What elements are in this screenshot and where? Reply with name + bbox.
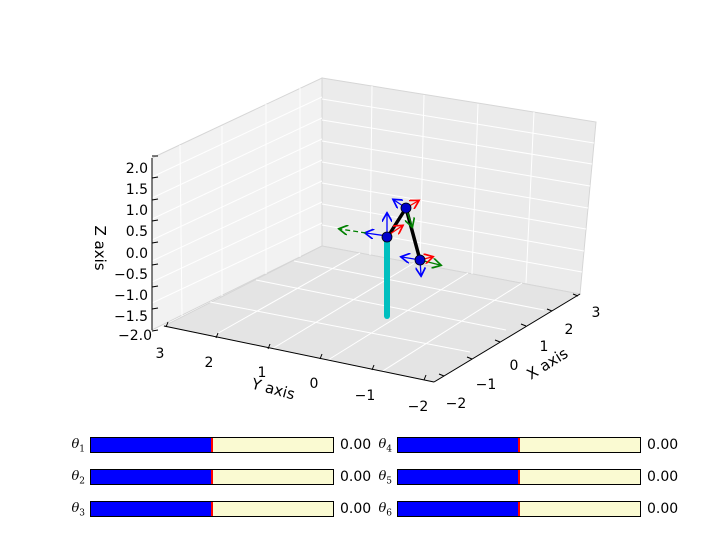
y-tick-label: 1 bbox=[258, 365, 267, 381]
slider-initial-marker bbox=[518, 438, 520, 452]
slider-initial-marker bbox=[518, 502, 520, 516]
y-tick-label: −1 bbox=[355, 388, 376, 404]
x-tick-label: 2 bbox=[565, 322, 574, 338]
y-tick-label: 2 bbox=[205, 355, 214, 371]
y-tick-label: 0 bbox=[310, 376, 319, 392]
z-tick-labels: 2.0 1.5 1.0 0.5 0.0 −0.5 −1.0 −1.5 −2.0 bbox=[114, 161, 152, 344]
slider-fill bbox=[398, 438, 519, 452]
z-tick-label: 1.5 bbox=[126, 182, 148, 198]
slider-value: 0.00 bbox=[647, 501, 679, 517]
y-tick-label: −2 bbox=[408, 399, 429, 415]
y-tick-label: 3 bbox=[156, 346, 165, 362]
x-tick-label: 1 bbox=[540, 339, 549, 355]
slider-initial-marker bbox=[211, 470, 213, 484]
slider-track[interactable] bbox=[397, 469, 641, 485]
slider-label: θ6 bbox=[378, 501, 392, 519]
slider-label: θ1 bbox=[71, 437, 85, 455]
slider-fill bbox=[398, 502, 519, 516]
joint-3 bbox=[400, 202, 412, 214]
joint-2 bbox=[381, 231, 393, 243]
y-tick-labels: 3 2 1 0 −1 −2 bbox=[156, 346, 429, 415]
slider-label: θ4 bbox=[378, 437, 392, 455]
slider-value: 0.00 bbox=[340, 437, 372, 453]
slider-track[interactable] bbox=[90, 501, 334, 517]
z-tick-label: −0.5 bbox=[114, 267, 148, 283]
slider-track[interactable] bbox=[90, 469, 334, 485]
slider-label: θ5 bbox=[378, 469, 392, 487]
slider-initial-marker bbox=[211, 502, 213, 516]
slider-value: 0.00 bbox=[647, 437, 679, 453]
x-tick-label: 3 bbox=[592, 305, 601, 321]
slider-fill bbox=[91, 470, 212, 484]
y-axis-label: Y axis bbox=[249, 375, 297, 404]
x-tick-label: −2 bbox=[446, 396, 467, 412]
slider-track[interactable] bbox=[90, 437, 334, 453]
slider-value: 0.00 bbox=[340, 469, 372, 485]
y-axis-line bbox=[163, 325, 435, 383]
slider-fill bbox=[398, 470, 519, 484]
y-ticks bbox=[165, 321, 427, 381]
z-axis-label: Z axis bbox=[91, 225, 109, 270]
z-tick-label: 0.0 bbox=[126, 246, 148, 262]
z-ticks bbox=[151, 155, 159, 332]
x-tick-label: −1 bbox=[476, 377, 497, 393]
z-tick-label: −1.0 bbox=[114, 288, 148, 304]
slider-value: 0.00 bbox=[647, 469, 679, 485]
x-tick-labels: −2 −1 0 1 2 3 bbox=[446, 305, 601, 412]
slider-fill bbox=[91, 502, 212, 516]
z-tick-label: 1.0 bbox=[126, 203, 148, 219]
x-axis-line bbox=[433, 293, 581, 383]
z-tick-label: −1.5 bbox=[114, 309, 148, 325]
end-effector bbox=[414, 254, 426, 266]
slider-label: θ2 bbox=[71, 469, 85, 487]
z-tick-label: 2.0 bbox=[126, 161, 148, 177]
z-tick-label: −2.0 bbox=[118, 328, 152, 344]
slider-value: 0.00 bbox=[340, 501, 372, 517]
slider-track[interactable] bbox=[397, 501, 641, 517]
slider-label: θ3 bbox=[71, 501, 85, 519]
slider-initial-marker bbox=[211, 438, 213, 452]
slider-fill bbox=[91, 438, 212, 452]
x-ticks bbox=[438, 293, 579, 377]
z-tick-label: 0.5 bbox=[126, 224, 148, 240]
robot-arm-3d-plot[interactable]: 2.0 1.5 1.0 0.5 0.0 −0.5 −1.0 −1.5 −2.0 … bbox=[0, 0, 720, 430]
slider-track[interactable] bbox=[397, 437, 641, 453]
slider-initial-marker bbox=[518, 470, 520, 484]
x-tick-label: 0 bbox=[510, 358, 519, 374]
